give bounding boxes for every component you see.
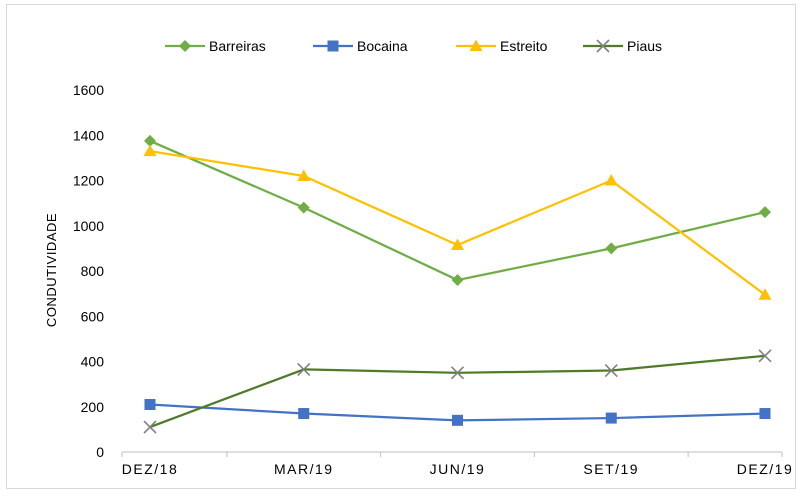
y-tick-label: 800 (81, 263, 105, 279)
series-group (143, 134, 772, 434)
series-piaus (143, 349, 772, 434)
y-tick-label: 1000 (73, 218, 104, 234)
y-tick-label: 1400 (73, 127, 104, 143)
data-point (469, 39, 483, 51)
x-tick-label: SET/19 (583, 461, 639, 477)
data-point (605, 412, 617, 424)
legend-item: Bocaina (313, 38, 408, 54)
x-tick-label: DEZ/18 (122, 461, 178, 477)
data-point (451, 274, 464, 287)
data-point (596, 39, 610, 53)
data-point (450, 366, 465, 380)
x-tick-label: DEZ/19 (737, 461, 793, 477)
data-point (143, 144, 157, 157)
data-point (759, 408, 771, 420)
x-tick-label: JUN/19 (430, 461, 486, 477)
y-tick-label: 400 (81, 354, 105, 370)
legend-item: Barreiras (165, 38, 266, 54)
x-tick-label: MAR/19 (274, 461, 334, 477)
legend-label: Barreiras (209, 38, 266, 54)
legend: Barreiras Bocaina Estreito Piaus (165, 38, 662, 54)
data-point (179, 40, 191, 52)
data-point (451, 238, 464, 250)
y-tick-label: 1600 (73, 82, 104, 98)
chart-frame (6, 4, 796, 489)
series-barreiras (144, 134, 771, 287)
data-point (144, 134, 156, 147)
y-tick-label: 600 (81, 308, 105, 324)
legend-label: Estreito (500, 38, 548, 54)
data-point (759, 206, 771, 219)
series-estreito (143, 144, 772, 300)
y-axis: 0 200 400 600 800 1000 1200 1400 1600 (73, 82, 104, 460)
data-point (605, 242, 618, 255)
y-tick-label: 0 (96, 444, 104, 460)
data-point (297, 169, 311, 181)
data-point (327, 40, 339, 52)
data-point (143, 420, 157, 434)
data-point (758, 288, 772, 300)
y-tick-label: 200 (81, 399, 105, 415)
data-point (604, 363, 618, 378)
legend-item: Estreito (456, 38, 548, 54)
data-point (604, 174, 618, 186)
data-point (452, 414, 463, 426)
data-point (144, 398, 156, 410)
y-axis-title: CONDUTIVIDADE (44, 213, 59, 327)
legend-item: Piaus (583, 38, 662, 54)
legend-label: Piaus (627, 38, 662, 54)
legend-label: Bocaina (357, 38, 408, 54)
data-point (298, 408, 310, 420)
data-point (758, 349, 772, 363)
series-bocaina (144, 398, 771, 426)
y-tick-label: 1200 (73, 173, 104, 189)
x-axis: DEZ/18 MAR/19 JUN/19 SET/19 DEZ/19 (121, 451, 793, 477)
data-point (297, 362, 311, 376)
data-point (297, 201, 310, 214)
